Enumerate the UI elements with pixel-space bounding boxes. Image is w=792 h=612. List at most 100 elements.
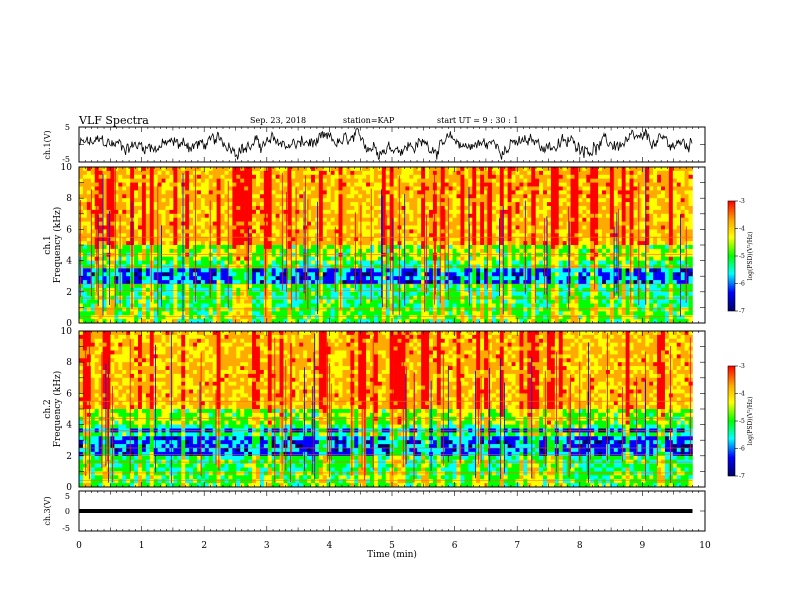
spectrogram-cell bbox=[350, 248, 355, 254]
spectrogram-cell bbox=[503, 217, 508, 222]
spectrogram-cell bbox=[609, 280, 615, 285]
spectrogram-cell bbox=[295, 245, 300, 250]
spectrogram-cell bbox=[114, 198, 119, 203]
spectrogram-cell bbox=[440, 237, 446, 242]
spectrogram-cell bbox=[322, 170, 328, 176]
spectrogram-cell bbox=[126, 268, 131, 273]
spectrogram-cell bbox=[487, 202, 493, 207]
spectrogram-cell bbox=[137, 217, 143, 222]
spectrogram-cell bbox=[519, 178, 524, 183]
spectrogram-cell bbox=[590, 272, 595, 277]
spectrogram-cell bbox=[216, 268, 221, 273]
spectrogram-cell bbox=[342, 198, 347, 203]
spectrogram-cell bbox=[212, 260, 217, 265]
spectrogram-cell bbox=[224, 213, 229, 218]
spectrogram-cell bbox=[90, 225, 96, 230]
spectrogram-cell bbox=[110, 167, 115, 172]
spectrogram-cell bbox=[149, 245, 155, 250]
spectrogram-cell bbox=[98, 245, 103, 250]
spectrogram-cell bbox=[216, 194, 221, 199]
spectrogram-cell bbox=[468, 221, 473, 226]
spectrogram-cell bbox=[381, 225, 387, 230]
spectrogram-cell bbox=[291, 241, 296, 246]
spectrogram-cell bbox=[169, 237, 174, 242]
spectrogram-cell bbox=[570, 167, 575, 172]
spectrogram-cell bbox=[456, 221, 461, 226]
spectrogram-cell bbox=[495, 182, 501, 187]
spectrogram-cell bbox=[346, 194, 351, 199]
spectrogram-cell bbox=[279, 233, 284, 238]
spectrogram-cell bbox=[661, 209, 666, 215]
spectrogram-cell bbox=[106, 186, 111, 191]
spectrogram-cell bbox=[456, 198, 461, 203]
spectrogram-cell bbox=[212, 198, 217, 203]
spectrogram-cell bbox=[590, 217, 595, 222]
spectrogram-cell bbox=[114, 190, 119, 195]
spectrogram-cell bbox=[102, 182, 107, 187]
spectrogram-cell bbox=[621, 248, 626, 254]
spectrogram-cell bbox=[680, 272, 685, 277]
spectrogram-cell bbox=[137, 248, 143, 254]
spectrogram-cell bbox=[275, 237, 280, 242]
spectrogram-cell bbox=[436, 284, 442, 289]
spectrogram-cell bbox=[342, 237, 347, 242]
spectrogram-cell bbox=[259, 248, 265, 254]
spectrogram-cell bbox=[448, 284, 453, 289]
spectrogram-cell bbox=[491, 174, 497, 179]
spectrogram-cell bbox=[248, 272, 253, 277]
spectrogram-cell bbox=[464, 170, 469, 176]
spectrogram-cell bbox=[570, 170, 575, 176]
spectrogram-cell bbox=[314, 284, 320, 289]
spectrogram-cell bbox=[145, 170, 151, 176]
spectrogram-cell bbox=[259, 178, 265, 183]
spectrogram-cell bbox=[421, 268, 426, 273]
spectrogram-cell bbox=[578, 233, 583, 238]
spectrogram-cell bbox=[279, 194, 284, 199]
spectrogram-cell bbox=[102, 221, 107, 226]
spectrogram-cell bbox=[539, 213, 544, 218]
spectrogram-cell bbox=[629, 276, 634, 281]
spectrogram-cell bbox=[350, 229, 355, 234]
spectrogram-cell bbox=[421, 202, 426, 207]
spectrogram-cell bbox=[216, 260, 221, 265]
spectrogram-cell bbox=[334, 198, 339, 203]
spectrogram-cell bbox=[90, 256, 96, 261]
spectrogram-cell bbox=[389, 241, 394, 246]
spectrogram-cell bbox=[86, 260, 92, 265]
spectrogram-cell bbox=[200, 233, 206, 238]
spectrogram-cell bbox=[314, 186, 320, 191]
spectrogram-cell bbox=[255, 186, 261, 191]
spectrogram-cell bbox=[161, 241, 166, 246]
spectrogram-cell bbox=[177, 206, 182, 211]
spectrogram-cell bbox=[527, 233, 532, 238]
spectrogram-cell bbox=[594, 206, 599, 211]
spectrogram-cell bbox=[326, 260, 331, 265]
spectrogram-cell bbox=[373, 229, 379, 234]
spectrogram-cell bbox=[153, 209, 158, 215]
spectrogram-cell bbox=[134, 174, 139, 179]
spectrogram-cell bbox=[444, 221, 449, 226]
spectrogram-cell bbox=[255, 260, 261, 265]
spectrogram-cell bbox=[271, 241, 276, 246]
spectrogram-cell bbox=[531, 206, 536, 211]
spectrogram-cell bbox=[279, 280, 284, 285]
spectrogram-cell bbox=[562, 241, 567, 246]
spectrogram-cell bbox=[413, 229, 418, 234]
spectrogram-cell bbox=[570, 186, 575, 191]
spectrogram-cell bbox=[240, 182, 245, 187]
spectrogram-cell bbox=[334, 209, 339, 215]
spectrogram-cell bbox=[126, 229, 131, 234]
spectrogram-cell bbox=[102, 260, 107, 265]
spectrogram-cell bbox=[267, 186, 272, 191]
spectrogram-cell bbox=[189, 268, 194, 273]
spectrogram-cell bbox=[484, 237, 489, 242]
spectrogram-cell bbox=[613, 276, 619, 281]
spectrogram-cell bbox=[668, 202, 674, 207]
spectrogram-cell bbox=[98, 213, 103, 218]
spectrogram-cell bbox=[145, 167, 151, 172]
spectrogram-cell bbox=[118, 174, 123, 179]
spectrogram-cell bbox=[554, 225, 560, 230]
spectrogram-cell bbox=[539, 167, 544, 172]
spectrogram-cell bbox=[307, 276, 312, 281]
spectrogram-cell bbox=[275, 170, 280, 176]
